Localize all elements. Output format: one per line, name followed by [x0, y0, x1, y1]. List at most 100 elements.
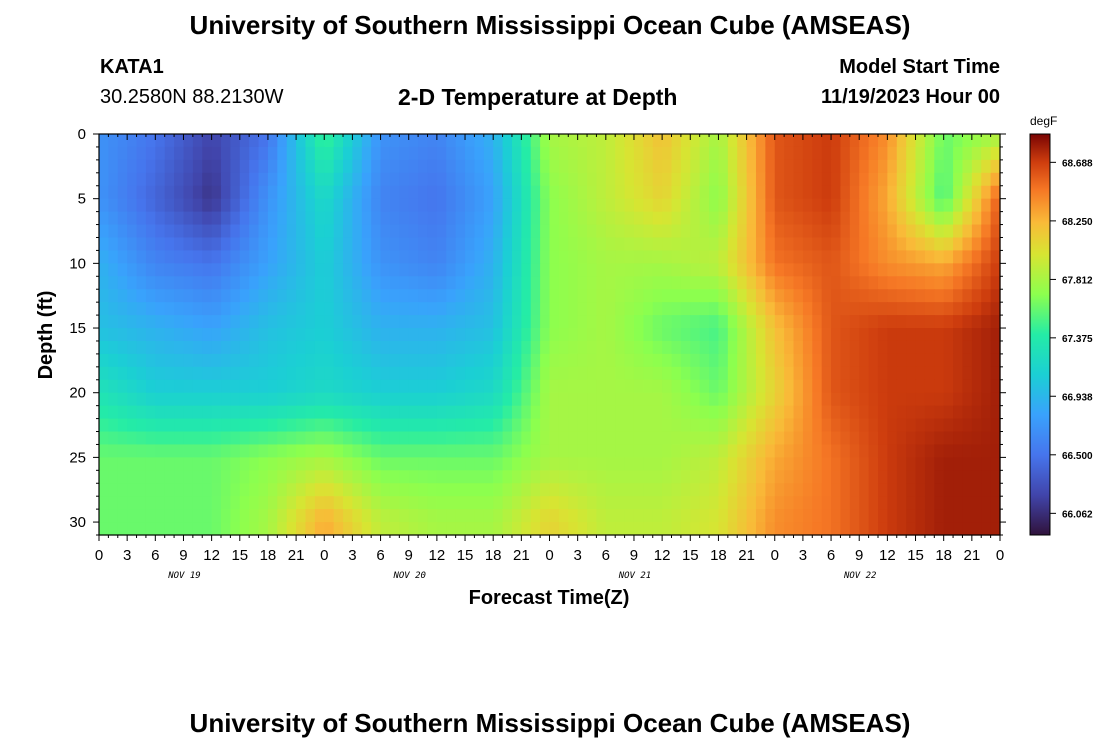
- heatmap-cell: [380, 392, 391, 407]
- heatmap-cell: [455, 237, 466, 252]
- heatmap-cell: [502, 134, 513, 148]
- heatmap-cell: [324, 392, 335, 407]
- heatmap-cell: [887, 328, 898, 342]
- heatmap-cell: [277, 470, 288, 484]
- heatmap-cell: [483, 470, 494, 484]
- heatmap-cell: [286, 250, 297, 264]
- heatmap-cell: [877, 289, 888, 303]
- heatmap-cell: [924, 379, 935, 394]
- heatmap-cell: [652, 496, 663, 510]
- heatmap-cell: [361, 172, 372, 187]
- heatmap-cell: [183, 315, 194, 329]
- heatmap-cell: [784, 405, 795, 420]
- heatmap-cell: [267, 185, 278, 200]
- heatmap-cell: [314, 263, 325, 277]
- heatmap-cell: [812, 366, 823, 381]
- heatmap-cell: [709, 457, 720, 471]
- heatmap-cell: [990, 457, 1001, 471]
- heatmap-cell: [389, 302, 400, 316]
- heatmap-cell: [981, 509, 992, 523]
- heatmap-cell: [596, 134, 607, 148]
- heatmap-cell: [399, 172, 410, 187]
- heatmap-cell: [277, 315, 288, 329]
- heatmap-cell: [211, 315, 222, 329]
- heatmap-cell: [540, 159, 551, 174]
- heatmap-cell: [671, 250, 682, 264]
- heatmap-cell: [380, 134, 391, 148]
- heatmap-cell: [343, 315, 354, 329]
- heatmap-cell: [662, 185, 673, 200]
- heatmap-cell: [343, 496, 354, 510]
- heatmap-cell: [314, 457, 325, 471]
- heatmap-cell: [455, 366, 466, 381]
- heatmap-cell: [521, 340, 532, 355]
- heatmap-cell: [924, 172, 935, 187]
- heatmap-cell: [230, 457, 241, 471]
- heatmap-cell: [174, 379, 185, 394]
- heatmap-cell: [314, 328, 325, 342]
- heatmap-cell: [774, 315, 785, 329]
- heatmap-cell: [680, 496, 691, 510]
- heatmap-cell: [136, 172, 147, 187]
- heatmap-cell: [230, 276, 241, 290]
- heatmap-cell: [427, 276, 438, 290]
- heatmap-cell: [549, 302, 560, 316]
- heatmap-cell: [943, 211, 954, 226]
- heatmap-cell: [108, 405, 119, 420]
- heatmap-cell: [962, 159, 973, 174]
- heatmap-cell: [127, 276, 138, 290]
- heatmap-cell: [821, 470, 832, 484]
- heatmap-cell: [971, 185, 982, 200]
- heatmap-cell: [155, 289, 166, 303]
- heatmap-cell: [399, 276, 410, 290]
- heatmap-cell: [924, 289, 935, 303]
- heatmap-cell: [314, 315, 325, 329]
- heatmap-cell: [690, 353, 701, 368]
- heatmap-cell: [305, 418, 316, 433]
- heatmap-cell: [117, 328, 128, 342]
- heatmap-cell: [765, 328, 776, 342]
- heatmap-cell: [596, 418, 607, 433]
- heatmap-cell: [483, 457, 494, 471]
- heatmap-cell: [690, 522, 701, 536]
- heatmap-cell: [577, 328, 588, 342]
- heatmap-cell: [267, 340, 278, 355]
- heatmap-cell: [465, 134, 476, 148]
- heatmap-cell: [108, 457, 119, 471]
- heatmap-cell: [633, 522, 644, 536]
- heatmap-cell: [624, 315, 635, 329]
- heatmap-cell: [887, 366, 898, 381]
- heatmap-cell: [511, 159, 522, 174]
- heatmap-cell: [812, 483, 823, 497]
- heatmap-cell: [596, 444, 607, 458]
- heatmap-cell: [727, 276, 738, 290]
- heatmap-cell: [812, 340, 823, 355]
- heatmap-cell: [446, 509, 457, 523]
- heatmap-cell: [784, 483, 795, 497]
- heatmap-cell: [605, 315, 616, 329]
- heatmap-cell: [802, 289, 813, 303]
- heatmap-cell: [418, 134, 429, 148]
- heatmap-cell: [915, 224, 926, 239]
- heatmap-cell: [981, 263, 992, 277]
- heatmap-cell: [596, 328, 607, 342]
- heatmap-cell: [831, 457, 842, 471]
- heatmap-cell: [502, 250, 513, 264]
- heatmap-cell: [981, 198, 992, 213]
- heatmap-cell: [483, 418, 494, 433]
- heatmap-cell: [389, 224, 400, 239]
- heatmap-cell: [530, 483, 541, 497]
- heatmap-cell: [718, 134, 729, 148]
- heatmap-cell: [427, 224, 438, 239]
- heatmap-cell: [953, 159, 964, 174]
- heatmap-cell: [164, 353, 175, 368]
- heatmap-cell: [802, 250, 813, 264]
- heatmap-cell: [746, 315, 757, 329]
- heatmap-cell: [277, 159, 288, 174]
- heatmap-cell: [343, 198, 354, 213]
- heatmap-cell: [183, 289, 194, 303]
- heatmap-cell: [174, 134, 185, 148]
- heatmap-cell: [840, 470, 851, 484]
- heatmap-cell: [371, 134, 382, 148]
- heatmap-cell: [896, 340, 907, 355]
